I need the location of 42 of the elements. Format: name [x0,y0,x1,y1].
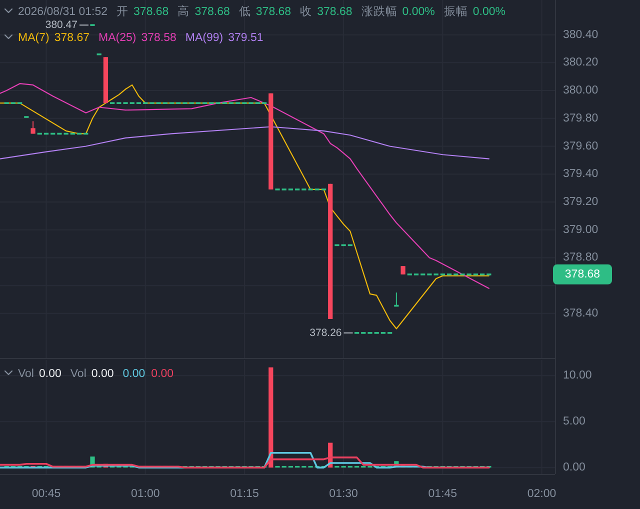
subtitle: 振幅 [444,6,468,18]
x-tick-label: 01:15 [230,488,259,500]
title: 2026/08/31 01:52 [18,6,108,18]
y-tick-label: 379.00 [563,224,598,236]
subtitle: 0.00% [402,6,435,18]
subtitle: 378.68 [194,6,230,18]
subtitle: 0.00% [472,6,506,18]
y-tick-label: 10.00 [563,370,592,382]
y-tick-label: 0.00 [563,462,586,474]
y-tick-label: 380.20 [563,56,598,69]
subtitle: 378.68 [256,6,292,18]
y-tick-label: 378.80 [563,252,598,264]
annotation: 0.00 [122,368,146,380]
annotation: 0.00 [39,368,62,380]
annotation: 0.00 [91,368,114,380]
y-tick-label: 380.40 [563,28,598,41]
y-tick-label: 378.40 [563,307,598,320]
annotation: 379.51 [228,32,264,44]
subtitle: 低 [238,6,251,18]
x-tick-label: 02:00 [527,488,556,500]
y-tick-label: 5.00 [563,416,586,428]
x-tick-label: 01:00 [130,488,160,500]
y-tick-label: 379.60 [563,140,598,152]
subtitle: 收 [300,6,312,18]
subtitle: 378.68 [317,6,352,18]
annotation: Vol [70,368,86,380]
y-tick-label: 379.80 [563,112,598,124]
x-tick-label: 01:45 [428,488,458,500]
subtitle: 高 [178,6,190,18]
subtitle: 378.68 [134,6,169,18]
y-tick-label: 380.00 [563,84,598,97]
annotation: 0.00 [151,368,174,380]
subtitle: 涨跌幅 [361,6,398,18]
x-tick-label: 00:45 [32,488,61,500]
y-tick-label: 379.40 [563,168,598,180]
x-tick-label: 01:30 [329,488,358,500]
annotation: 378.58 [141,32,176,44]
annotation: 378.67 [54,32,90,44]
y-tick-label: 379.20 [563,196,598,208]
annotation: 378.26 [310,326,342,339]
annotation: 380.47 [45,19,78,32]
subtitle: 开 [116,6,129,18]
